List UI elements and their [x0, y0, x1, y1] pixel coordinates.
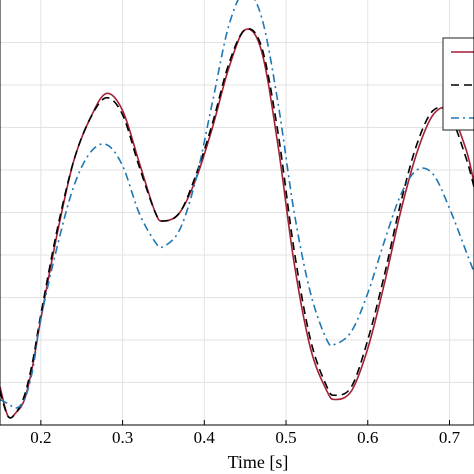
series-line-2 — [0, 28, 474, 419]
series-line-1 — [0, 28, 474, 419]
grid — [0, 0, 474, 425]
x-tick-label: 0.7 — [439, 428, 461, 447]
x-tick-label: 0.5 — [275, 428, 296, 447]
series-layer — [0, 0, 474, 419]
legend-box — [442, 37, 474, 131]
x-axis-tick-labels: 0.2 0.3 0.4 0.5 0.6 0.7 — [30, 428, 460, 447]
x-axis-ticks — [40, 420, 450, 425]
plot-frame — [0, 0, 474, 426]
x-tick-label: 0.3 — [112, 428, 133, 447]
x-axis-title: Time [s] — [228, 452, 289, 472]
x-tick-label: 0.2 — [30, 428, 51, 447]
series-line-3 — [0, 0, 474, 409]
x-tick-label: 0.6 — [357, 428, 378, 447]
legend — [442, 37, 474, 131]
x-tick-label: 0.4 — [194, 428, 216, 447]
